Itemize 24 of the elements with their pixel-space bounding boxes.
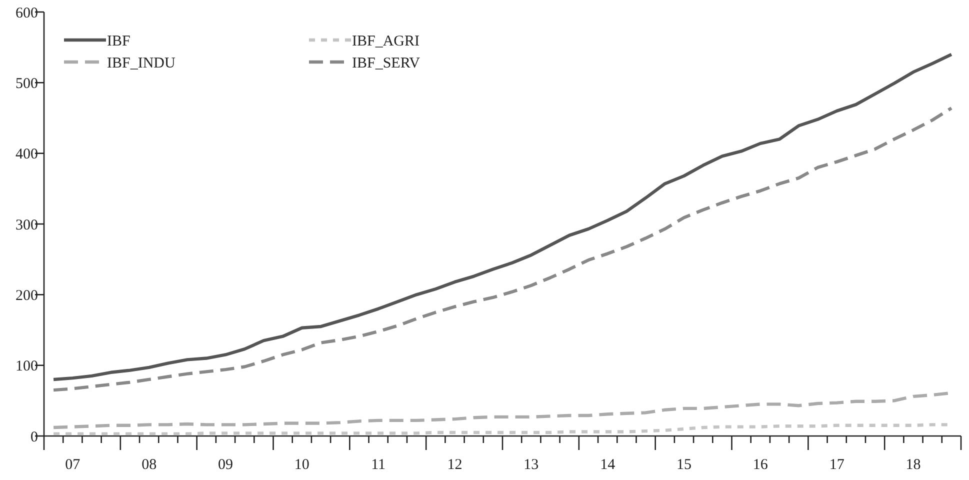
line-series <box>52 52 954 382</box>
x-tick-label: 15 <box>676 457 692 473</box>
x-tick-label: 13 <box>524 457 539 473</box>
line-series <box>52 106 954 392</box>
y-tick-label: 200 <box>16 288 38 304</box>
x-tick-label: 09 <box>218 457 233 473</box>
y-tick-label: 400 <box>16 146 38 163</box>
legend-label: IBF_SERV <box>352 55 420 72</box>
x-tick-label: 07 <box>65 457 81 473</box>
x-tick-label: 11 <box>371 457 386 473</box>
y-tick-label: 500 <box>16 76 38 92</box>
y-tick-label: 300 <box>16 217 38 234</box>
legend-label: IBF_INDU <box>107 55 176 72</box>
x-tick-label: 10 <box>294 457 310 473</box>
legend-label: IBF_AGRI <box>352 33 420 50</box>
x-tick-label: 14 <box>600 457 616 473</box>
x-tick-label: 17 <box>829 457 845 473</box>
legend-label: IBF <box>107 33 130 50</box>
x-tick-label: 18 <box>906 457 921 473</box>
x-tick-label: 08 <box>142 457 157 473</box>
x-tick-label: 16 <box>752 457 768 473</box>
y-tick-label: 100 <box>16 358 38 375</box>
x-tick-label: 12 <box>447 457 462 473</box>
y-tick-label: 600 <box>16 5 38 22</box>
